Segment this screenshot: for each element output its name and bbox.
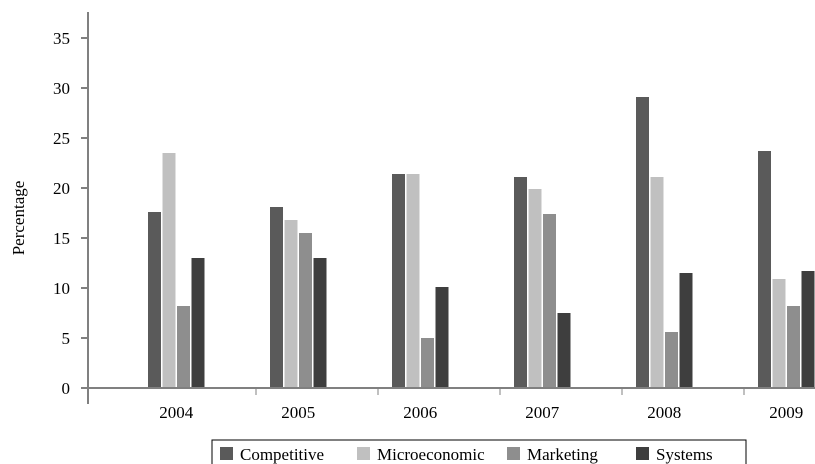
bar-marketing-2008 [665, 332, 678, 388]
bar-marketing-2006 [421, 338, 434, 388]
x-tick-label: 2007 [525, 403, 560, 422]
y-axis-title: Percentage [9, 181, 28, 256]
legend-label: Microeconomic [377, 445, 485, 464]
y-tick-label: 20 [53, 179, 70, 198]
legend: Competitive Microeconomic Marketing Systems [211, 439, 747, 464]
x-tick-label: 2005 [281, 403, 315, 422]
legend-swatch [220, 447, 233, 460]
bar-competitive-2009 [758, 151, 771, 388]
bar-competitive-2004 [148, 212, 161, 388]
y-tick-label: 25 [53, 129, 70, 148]
y-axis-ticks: 0 5 10 15 20 25 30 35 [53, 29, 88, 398]
bar-microeconomic-2008 [650, 177, 664, 388]
bar-competitive-2006 [392, 174, 405, 388]
bar-systems-2005 [313, 258, 327, 388]
y-tick-label: 15 [53, 229, 70, 248]
bar-competitive-2005 [270, 207, 283, 388]
legend-swatch [507, 447, 520, 460]
bar-systems-2008 [679, 273, 693, 388]
x-tick-label: 2006 [403, 403, 437, 422]
x-tick-label: 2004 [159, 403, 194, 422]
legend-label: Systems [656, 445, 713, 464]
y-tick-label: 5 [62, 329, 71, 348]
bar-marketing-2005 [299, 233, 312, 388]
bars [148, 97, 815, 388]
legend-label: Competitive [240, 445, 324, 464]
x-axis-labels: 2004 2005 2006 2007 2008 2009 [159, 388, 803, 422]
bar-marketing-2007 [543, 214, 556, 388]
legend-swatch [636, 447, 649, 460]
bar-microeconomic-2007 [528, 189, 542, 388]
bar-systems-2006 [435, 287, 449, 388]
y-tick-label: 0 [62, 379, 71, 398]
bar-competitive-2008 [636, 97, 649, 388]
bar-microeconomic-2005 [284, 220, 298, 388]
bar-microeconomic-2006 [406, 174, 420, 388]
bar-systems-2007 [557, 313, 571, 388]
y-tick-label: 35 [53, 29, 70, 48]
bar-systems-2009 [801, 271, 815, 388]
bar-marketing-2009 [787, 306, 800, 388]
x-tick-label: 2009 [769, 403, 803, 422]
bar-systems-2004 [191, 258, 205, 388]
legend-box [211, 439, 747, 464]
bar-microeconomic-2009 [772, 279, 786, 388]
y-tick-label: 30 [53, 79, 70, 98]
x-tick-label: 2008 [647, 403, 681, 422]
bar-competitive-2007 [514, 177, 527, 388]
bar-microeconomic-2004 [162, 153, 176, 388]
y-tick-label: 10 [53, 279, 70, 298]
bar-marketing-2004 [177, 306, 190, 388]
legend-label: Marketing [527, 445, 598, 464]
legend-swatch [357, 447, 370, 460]
